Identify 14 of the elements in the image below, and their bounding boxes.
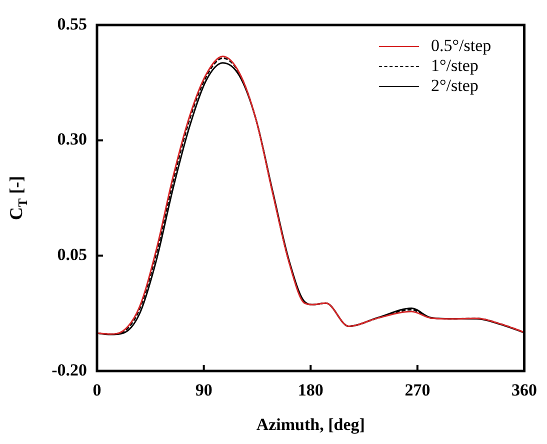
y-axis-title: CT [-] xyxy=(6,176,30,220)
legend-label: 0.5°/step xyxy=(431,36,492,56)
x-tick-label: 270 xyxy=(404,380,430,400)
x-tick-label: 360 xyxy=(512,380,537,400)
y-tick-label: 0.05 xyxy=(57,245,87,264)
y-tick-label: 0.30 xyxy=(57,130,87,149)
x-tick-label: 90 xyxy=(195,380,212,400)
x-axis-title: Azimuth, [deg] xyxy=(256,415,365,434)
legend-label: 2°/step xyxy=(431,76,480,96)
legend-label: 1°/step xyxy=(431,56,480,76)
y-tick-label: -0.20 xyxy=(52,360,87,380)
x-tick-label: 0 xyxy=(92,380,102,400)
y-tick-label: 0.55 xyxy=(57,14,87,34)
x-tick-label: 180 xyxy=(298,380,324,400)
